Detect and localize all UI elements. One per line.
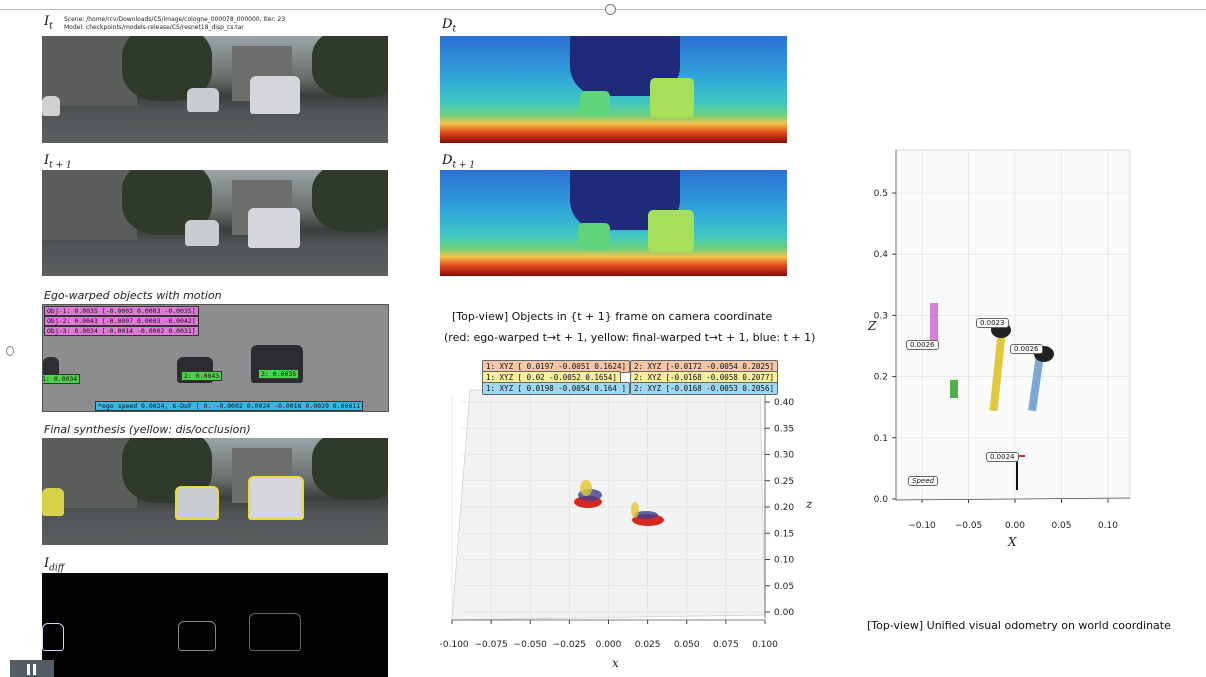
pause-icon	[27, 664, 30, 675]
obj-tag-2: Obj-2: 0.0043 [-0.0007 0.0003 -0.0042]	[44, 316, 199, 326]
odometry-plot: −0.10 −0.05 0.00 0.05 0.10 0.5 0.4 0.3 0.2 0.1 0.…	[867, 149, 1131, 549]
pause-button[interactable]	[10, 660, 54, 677]
odometry-ztick: 0.3	[874, 311, 888, 321]
car-tag-3: 3: 0.0035	[258, 369, 300, 379]
topview-zlabel: z	[805, 497, 813, 511]
scene-info: Scene: /home/rcv/Downloads/CS/image/colo…	[64, 16, 286, 23]
ego-warped-panel: Obj-1: 0.0035 [-0.0003 0.0003 -0.0035] O…	[42, 304, 389, 412]
topview-ztick: 0.35	[774, 424, 794, 434]
odometry-caption: [Top-view] Unified visual odometry on wo…	[867, 619, 1171, 632]
topview-ztick: 0.10	[774, 556, 794, 566]
odometry-ztick: 0.4	[874, 250, 889, 260]
xyz-box-2-blue: 2: XYZ [-0.0168 -0.0053 0.2056]	[630, 382, 778, 395]
odometry-label-3: 0.0026	[1010, 344, 1043, 354]
odometry-ztick: 0.0	[874, 495, 889, 505]
topview-xlabel: x	[612, 656, 619, 670]
odometry-speed-label: Speed	[908, 476, 938, 486]
topview-ztick: 0.20	[774, 503, 794, 513]
object-cluster-2	[631, 502, 664, 526]
odometry-xtick: −0.05	[955, 521, 983, 531]
topview-ztick: 0.15	[774, 529, 794, 539]
traj-magenta	[930, 303, 938, 343]
odometry-ztick: 0.1	[874, 434, 888, 444]
topview-xtick: −0.025	[553, 640, 586, 650]
odometry-xtick: −0.10	[908, 521, 936, 531]
final-caption: Final synthesis (yellow: dis/occlusion)	[44, 423, 251, 436]
model-info: Model: checkpoints/models-release/CS/res…	[64, 24, 244, 31]
label-dt1-main: D	[442, 153, 453, 168]
label-it: It	[44, 14, 53, 32]
label-it1-sub: t + 1	[49, 160, 72, 171]
topview-ztick: 0.40	[774, 398, 794, 408]
odometry-xlabel: X	[1007, 535, 1017, 549]
odometry-ztick: 0.5	[874, 189, 888, 199]
final-synthesis-image	[42, 438, 388, 545]
label-idiff: Idiff	[44, 556, 64, 574]
odometry-zlabel: Z	[867, 319, 877, 333]
top-progress-handle[interactable]	[605, 4, 616, 15]
ego-caption: Ego-warped objects with motion	[44, 289, 222, 302]
topview-xtick: 0.050	[674, 640, 700, 650]
topview-xtick: 0.025	[635, 640, 661, 650]
odometry-xtick: 0.10	[1098, 521, 1118, 531]
topview-xtick: 0.075	[713, 640, 739, 650]
topview-xtick: −0.075	[474, 640, 507, 650]
odometry-label-2: 0.0023	[976, 318, 1009, 328]
topview-xtick: 0.100	[752, 640, 778, 650]
topview-ztick: 0.05	[774, 582, 794, 592]
car-tag-1: 1: 0.0034	[43, 374, 81, 384]
car-tag-2: 2: 0.0043	[181, 371, 223, 381]
obj-tag-1: Obj-1: 0.0035 [-0.0003 0.0003 -0.0035]	[44, 306, 199, 316]
topview-ztick: 0.00	[774, 608, 794, 618]
left-edge-handle[interactable]	[6, 346, 14, 356]
odometry-ztick: 0.2	[874, 373, 888, 383]
traj-green	[950, 380, 958, 398]
odometry-label-4: 0.0024	[986, 452, 1019, 462]
image-it	[42, 36, 388, 143]
odometry-xtick: 0.05	[1051, 521, 1071, 531]
topview-ztick: 0.25	[774, 477, 794, 487]
label-it-sub: t	[49, 21, 53, 32]
label-idiff-main: I	[44, 556, 50, 571]
label-it1-main: I	[44, 153, 50, 168]
ego-speed-tag: *ego speed 0.0024, 6-DoF [ 0. -0.0002 0.…	[95, 401, 364, 411]
depth-dt	[440, 36, 787, 143]
label-dt-main: D	[442, 17, 453, 32]
object-cluster-1	[574, 480, 602, 508]
label-dt-sub: t	[452, 24, 457, 35]
topview-xtick: −0.100	[440, 640, 469, 650]
label-dt1-sub: t + 1	[452, 160, 476, 171]
topview-subtitle: (red: ego-warped t→t + 1, yellow: final-…	[444, 331, 816, 344]
top-progress-track[interactable]	[0, 9, 1206, 10]
topview-xtick: −0.050	[514, 640, 548, 650]
image-idiff	[42, 573, 388, 677]
label-dt: Dt	[442, 17, 456, 35]
depth-dt1	[440, 170, 787, 276]
odometry-label-1: 0.0026	[906, 340, 939, 350]
label-dt1: Dt + 1	[442, 153, 475, 171]
label-it1: It + 1	[44, 153, 72, 171]
label-it-main: I	[44, 14, 50, 29]
odometry-xtick: 0.00	[1005, 521, 1025, 531]
label-idiff-sub: diff	[49, 563, 65, 574]
topview-plot: −0.100 −0.075 −0.050 −0.025 0.000 0.025 0.050 0…	[440, 389, 813, 670]
topview-xtick: 0.000	[596, 640, 622, 650]
obj-tag-3: Obj-3: 0.0034 [-0.0014 -0.0002 0.0031]	[44, 326, 199, 336]
topview-title: [Top-view] Objects in {t + 1} frame on c…	[452, 310, 773, 323]
xyz-box-1-blue: 1: XYZ [ 0.0198 -0.0054 0.164 ]	[482, 382, 630, 395]
topview-ztick: 0.30	[774, 451, 794, 461]
image-it1	[42, 170, 388, 276]
